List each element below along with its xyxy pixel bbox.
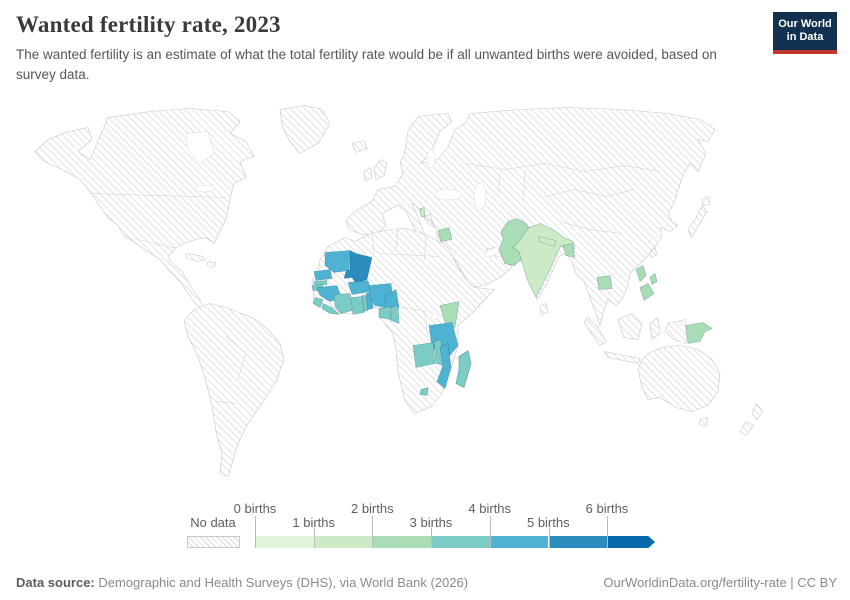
baltic-sea [426, 149, 436, 168]
legend-segment-5-6[interactable] [548, 536, 607, 548]
black-sea [434, 188, 462, 201]
landmass-australia [637, 345, 721, 412]
landmass-cuba [185, 253, 207, 262]
hudson-bay [185, 131, 215, 164]
landmass-sri-lanka [539, 303, 549, 315]
country-madagascar[interactable] [455, 350, 472, 388]
landmass-ireland [363, 167, 373, 181]
country-ghana[interactable] [350, 296, 365, 315]
landmass-new-zealand-north [751, 403, 764, 420]
landmass-sulawesi [649, 317, 661, 340]
country-jordan[interactable] [437, 227, 453, 242]
country-cameroon[interactable] [384, 289, 400, 309]
legend-tick-3 [431, 528, 433, 548]
choropleth-svg [34, 105, 764, 477]
country-bangladesh[interactable] [562, 243, 576, 258]
legend-segment-2-3[interactable] [372, 536, 432, 548]
legend-tick-5 [548, 528, 550, 548]
owid-logo-box: Our World in Data [773, 12, 837, 50]
country-cote-divoire[interactable] [333, 293, 353, 314]
country-lesotho[interactable] [419, 387, 429, 396]
owid-url-license-link[interactable]: OurWorldinData.org/fertility-rate | CC B… [603, 575, 837, 590]
caspian-sea [473, 183, 487, 210]
owid-logo-line1: Our World [778, 17, 832, 30]
legend-tick-0 [255, 516, 256, 548]
legend-segment-0-1[interactable] [255, 536, 314, 548]
legend-tick-label-3: 3 births [409, 515, 453, 530]
country-philippines[interactable] [635, 265, 658, 301]
legend-segment-3-4[interactable] [431, 536, 490, 548]
great-lakes [194, 184, 216, 193]
map-legend: No data 0 births 1 births 2 births 3 bir… [0, 500, 850, 555]
landmass-north-america [34, 108, 255, 309]
legend-tick-label-1: 1 births [292, 515, 336, 530]
legend-no-data-label: No data [190, 515, 236, 530]
data-source-note: Data source: Demographic and Health Surv… [16, 575, 468, 590]
legend-tick-1 [313, 528, 315, 548]
landmass-taiwan [649, 247, 658, 258]
country-albania[interactable] [419, 207, 426, 217]
chart-header: Wanted fertility rate, 2023 The wanted f… [16, 12, 760, 86]
owid-logo-line2: in Data [786, 31, 824, 43]
country-papua-new-guinea[interactable] [685, 322, 713, 344]
country-cambodia[interactable] [596, 275, 613, 290]
owid-logo-red-bar [773, 50, 837, 54]
legend-tick-label-6: 6 births [585, 501, 629, 516]
country-gabon[interactable] [378, 306, 392, 320]
landmass-sumatra [583, 317, 607, 346]
country-borders [89, 163, 661, 404]
chart-footer: Data source: Demographic and Health Surv… [0, 575, 850, 590]
page-title: Wanted fertility rate, 2023 [16, 12, 281, 37]
legend-tick-label-5: 5 births [526, 515, 570, 530]
world-map [0, 100, 850, 495]
landmass-borneo [617, 313, 643, 340]
landmass-java [603, 351, 641, 364]
colored-countries [311, 207, 713, 396]
country-togo[interactable] [361, 295, 369, 312]
legend-tick-label-2: 2 births [350, 501, 394, 516]
country-nepal[interactable] [538, 236, 557, 247]
owid-logo[interactable]: Our World in Data [773, 12, 837, 54]
landmass-greenland [279, 105, 331, 154]
landmass-hispaniola [206, 261, 217, 268]
country-gambia[interactable] [313, 280, 328, 285]
legend-no-data-swatch[interactable] [187, 536, 240, 548]
country-kenya[interactable] [439, 301, 460, 328]
legend-segment-4-5[interactable] [489, 536, 549, 548]
legend-tick-label-4: 4 births [468, 501, 512, 516]
lake-victoria [431, 313, 439, 320]
legend-tick-4 [489, 516, 491, 548]
country-congo[interactable] [390, 305, 400, 324]
data-source-text: Demographic and Health Surveys (DHS), vi… [94, 575, 469, 590]
country-senegal[interactable] [313, 269, 333, 281]
landmass-hokkaido [701, 196, 711, 206]
country-zambia[interactable] [412, 342, 436, 368]
country-mali[interactable] [343, 250, 373, 284]
country-sierra-leone[interactable] [312, 297, 324, 308]
legend-tick-label-0: 0 births [233, 501, 277, 516]
legend-tick-2 [372, 516, 374, 548]
legend-tick-6 [607, 516, 608, 548]
data-source-label: Data source: [16, 575, 95, 590]
landmass-tasmania [698, 417, 709, 427]
country-liberia[interactable] [321, 303, 340, 315]
landmass-new-zealand-south [739, 421, 755, 436]
country-mozambique[interactable] [436, 343, 452, 389]
country-india[interactable] [512, 223, 576, 298]
landmass-west-new-guinea [664, 319, 687, 344]
country-mauritania[interactable] [324, 250, 351, 273]
chart-subtitle: The wanted fertility is an estimate of w… [16, 47, 717, 83]
landmass-south-america [183, 303, 285, 477]
landmass-uk [373, 159, 388, 180]
landmass-japan [687, 205, 708, 238]
landmass-iceland [351, 140, 368, 153]
legend-segment-1-2[interactable] [313, 536, 373, 548]
legend-segment-6-plus-arrow[interactable] [607, 536, 655, 548]
